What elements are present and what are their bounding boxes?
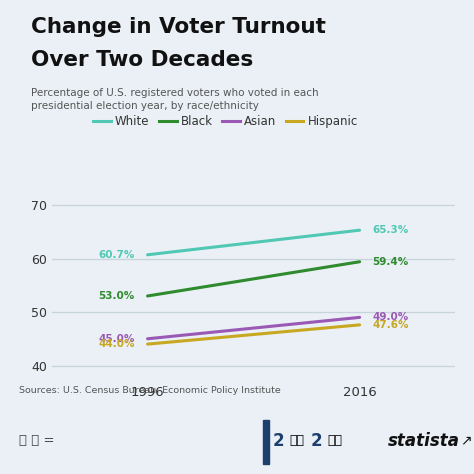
Text: ↗: ↗ bbox=[460, 434, 472, 448]
Text: 60.7%: 60.7% bbox=[99, 250, 135, 260]
Text: 47.6%: 47.6% bbox=[373, 320, 409, 330]
Text: Sources: U.S. Census Bureau, Economic Policy Institute: Sources: U.S. Census Bureau, Economic Po… bbox=[19, 386, 281, 395]
Text: 2: 2 bbox=[273, 432, 284, 450]
Text: 🇺🇸: 🇺🇸 bbox=[327, 434, 342, 447]
Legend: White, Black, Asian, Hispanic: White, Black, Asian, Hispanic bbox=[88, 110, 363, 133]
Text: statista: statista bbox=[388, 432, 460, 450]
Text: 59.4%: 59.4% bbox=[373, 257, 409, 267]
Text: Percentage of U.S. registered voters who voted in each
presidential election yea: Percentage of U.S. registered voters who… bbox=[31, 88, 319, 111]
Text: 2: 2 bbox=[310, 432, 322, 450]
Text: 44.0%: 44.0% bbox=[98, 339, 135, 349]
Text: 45.0%: 45.0% bbox=[99, 334, 135, 344]
Text: 49.0%: 49.0% bbox=[373, 312, 409, 322]
Text: 53.0%: 53.0% bbox=[99, 291, 135, 301]
Text: Ⓒ ⓘ =: Ⓒ ⓘ = bbox=[19, 434, 55, 447]
Bar bbox=[263, 419, 269, 465]
Text: Change in Voter Turnout: Change in Voter Turnout bbox=[31, 17, 326, 36]
Text: Over Two Decades: Over Two Decades bbox=[31, 50, 253, 70]
Text: 🇺🇸: 🇺🇸 bbox=[289, 434, 304, 447]
Text: 65.3%: 65.3% bbox=[373, 225, 409, 235]
